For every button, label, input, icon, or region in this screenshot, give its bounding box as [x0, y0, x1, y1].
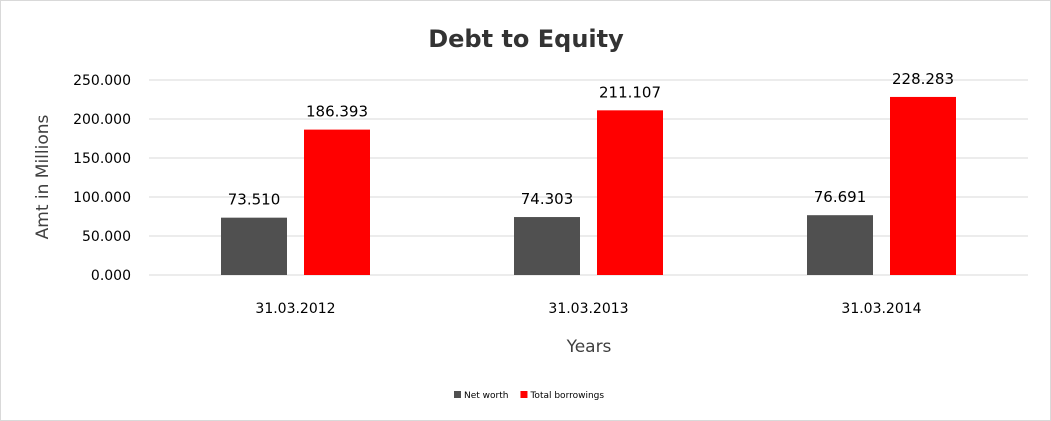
gridlines: [149, 79, 1028, 276]
bar: [304, 129, 370, 275]
x-tick-label: 31.03.2014: [841, 301, 921, 317]
y-tick-label: 200.000: [73, 112, 131, 128]
bar: [221, 217, 287, 275]
legend-label: Net worth: [464, 391, 508, 401]
y-tick-label: 0.000: [91, 268, 131, 284]
y-axis-title: Amt in Millions: [33, 114, 53, 239]
x-axis-ticks: 31.03.2012 31.03.2013 31.03.2014: [255, 301, 921, 317]
legend-swatch: [454, 391, 461, 398]
data-label: 74.303: [521, 190, 574, 208]
data-label: 73.510: [228, 191, 281, 209]
bar: [890, 96, 956, 275]
y-axis-ticks: 0.000 50.000 100.000 150.000 200.000 250.000: [73, 73, 131, 284]
data-label: 186.393: [306, 103, 368, 121]
data-label: 211.107: [599, 83, 661, 101]
bar: [807, 215, 873, 275]
data-label: 76.691: [814, 188, 867, 206]
y-tick-label: 250.000: [73, 73, 131, 89]
bar: [514, 217, 580, 275]
x-axis-title: Years: [566, 337, 612, 357]
x-tick-label: 31.03.2013: [548, 301, 628, 317]
legend-label: Total borrowings: [529, 391, 604, 401]
chart-title: Debt to Equity: [428, 25, 624, 53]
bar: [597, 110, 663, 275]
data-label: 228.283: [892, 70, 954, 88]
y-tick-label: 100.000: [73, 190, 131, 206]
data-labels: 73.510 186.393 74.303 211.107 76.691 228.283: [228, 70, 954, 209]
y-tick-label: 150.000: [73, 151, 131, 167]
y-tick-label: 50.000: [82, 229, 131, 245]
legend: Net worth Total borrowings: [454, 391, 604, 401]
legend-swatch: [520, 391, 528, 398]
x-tick-label: 31.03.2012: [255, 301, 335, 317]
bars: [221, 96, 956, 275]
